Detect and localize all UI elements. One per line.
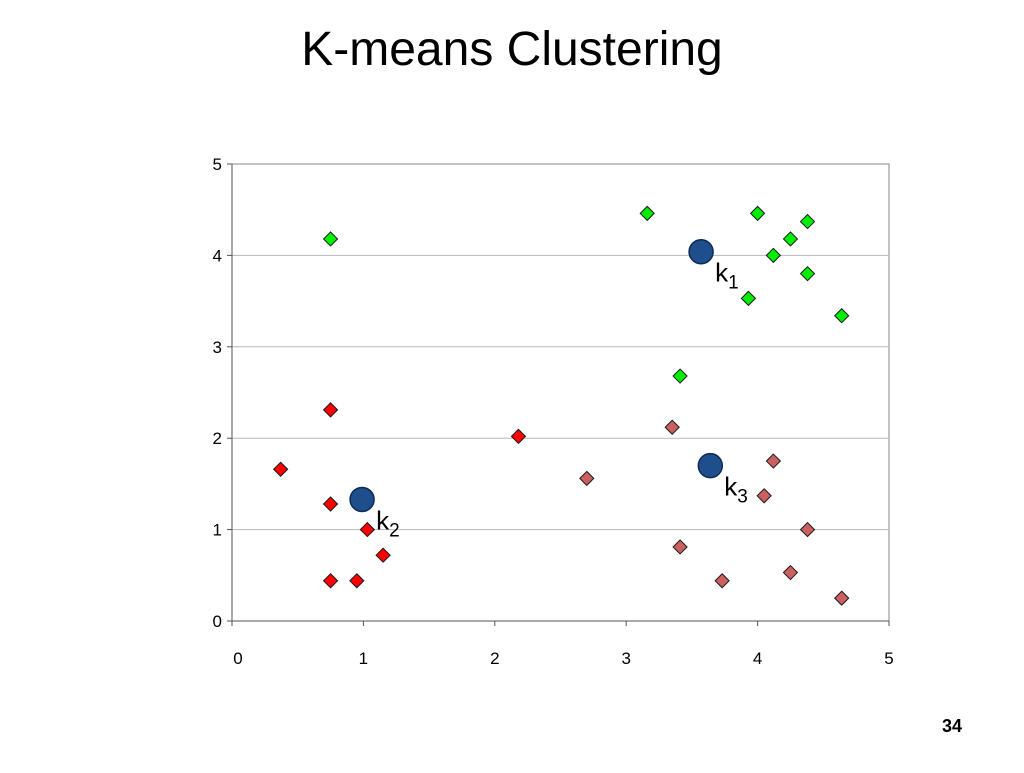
data-point-diamond xyxy=(833,590,850,606)
data-point-diamond xyxy=(756,488,772,504)
x-tick-label: 0 xyxy=(233,649,242,668)
plot-area xyxy=(231,163,890,622)
centroid-label: k3 xyxy=(724,472,748,508)
x-tick-label: 2 xyxy=(490,649,499,668)
data-point-diamond xyxy=(359,521,376,538)
data-point-diamond xyxy=(322,573,339,589)
data-point-diamond xyxy=(272,461,289,477)
data-point-diamond xyxy=(349,573,365,589)
y-tick-label: 4 xyxy=(213,246,222,265)
data-point-diamond xyxy=(510,428,527,445)
data-point-diamond xyxy=(672,539,688,555)
data-point-diamond xyxy=(799,521,816,538)
slide-title: K-means Clustering xyxy=(301,23,723,76)
data-point-diamond xyxy=(322,231,339,247)
data-point-diamond xyxy=(749,205,766,222)
data-point-diamond xyxy=(782,564,799,581)
data-point-diamond xyxy=(579,470,595,487)
x-tick-label: 3 xyxy=(621,649,630,668)
y-tick-label: 3 xyxy=(213,338,222,357)
data-point-diamond xyxy=(833,308,850,324)
data-point-diamond xyxy=(714,573,730,589)
data-point-diamond xyxy=(322,496,339,512)
x-tick-label: 5 xyxy=(884,649,893,668)
y-tick-label: 5 xyxy=(213,155,222,174)
data-point-diamond xyxy=(740,290,757,307)
centroid-label: k1 xyxy=(715,258,739,294)
data-point-diamond xyxy=(375,547,391,563)
data-point-diamond xyxy=(765,247,782,264)
y-tick-label: 1 xyxy=(213,521,222,540)
x-tick-label: 4 xyxy=(753,649,762,668)
data-point-diamond xyxy=(799,213,816,230)
y-tick-label: 0 xyxy=(213,612,222,631)
data-point-diamond xyxy=(765,453,782,469)
data-point-diamond xyxy=(782,231,799,247)
data-point-diamond xyxy=(664,419,680,435)
centroid-marker xyxy=(697,452,724,479)
page-number: 34 xyxy=(941,716,962,736)
data-point-diamond xyxy=(639,205,655,222)
data-point-diamond xyxy=(799,265,816,282)
centroid-label: k2 xyxy=(376,505,400,541)
centroid-marker xyxy=(688,238,714,265)
y-tick-label: 2 xyxy=(213,429,222,448)
x-tick-label: 1 xyxy=(359,649,368,668)
data-point-diamond xyxy=(672,368,688,384)
centroid-marker xyxy=(349,486,375,513)
data-point-diamond xyxy=(322,402,339,418)
